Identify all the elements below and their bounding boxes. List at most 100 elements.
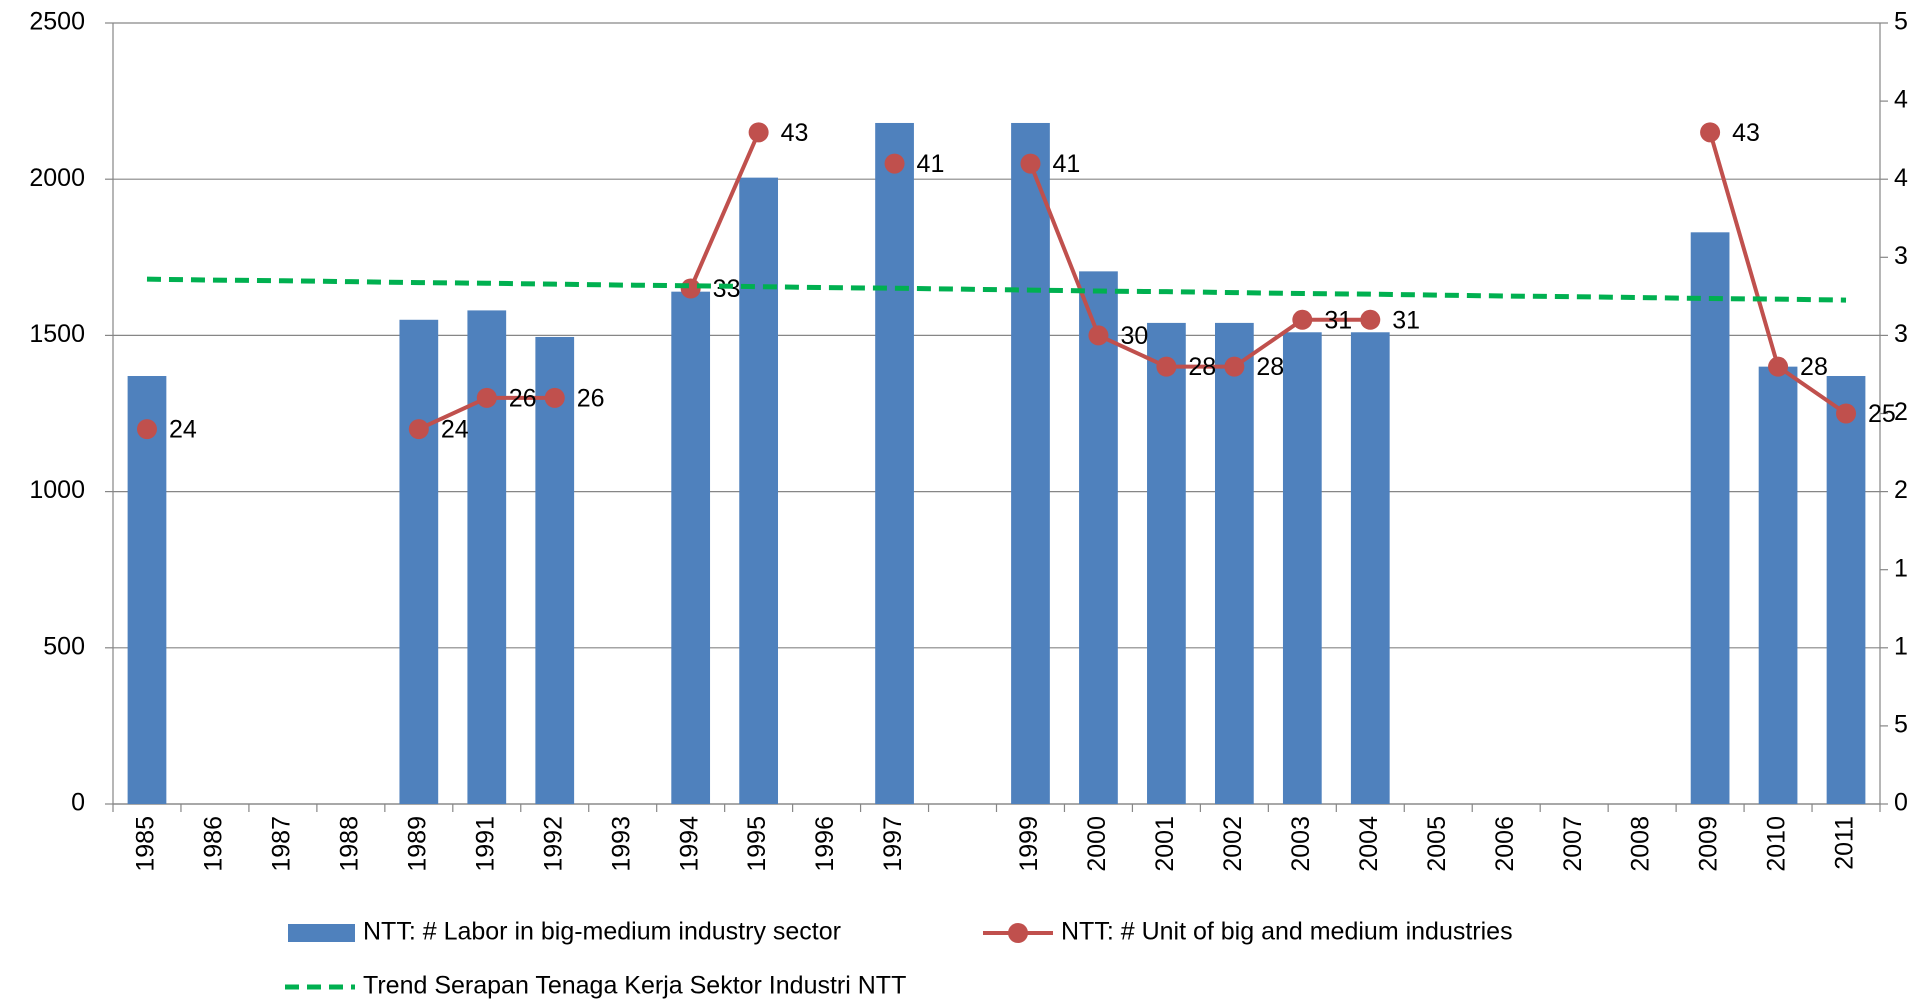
- line-marker: [1156, 356, 1177, 377]
- y2-tick-label: 5: [1894, 8, 1908, 36]
- y2-tick-label: 1: [1894, 632, 1908, 660]
- y2-tick-label: 2: [1894, 398, 1908, 426]
- x-tick-label: 2006: [1491, 816, 1519, 872]
- x-tick-label: 1989: [403, 816, 431, 872]
- data-label: 24: [441, 416, 469, 444]
- x-tick-label: 1986: [200, 816, 228, 872]
- line-marker: [476, 387, 497, 408]
- data-label: 28: [1188, 353, 1216, 381]
- legend-item: Trend Serapan Tenaga Kerja Sektor Indust…: [285, 972, 906, 1000]
- bar: [1147, 322, 1186, 804]
- data-label: 26: [577, 384, 605, 412]
- y2-tick-label: 3: [1894, 320, 1908, 348]
- trend-line: [146, 276, 1847, 303]
- line-marker: [1360, 309, 1381, 330]
- x-tick-label: 1991: [471, 816, 499, 872]
- data-label: 30: [1120, 322, 1148, 350]
- line-marker: [1292, 309, 1313, 330]
- data-label: 26: [509, 384, 537, 412]
- x-tick-label: 1987: [268, 816, 296, 872]
- y2-tick-label: 1: [1894, 554, 1908, 582]
- x-tick-label: 2005: [1423, 816, 1451, 872]
- line-marker: [544, 387, 565, 408]
- line-marker: [748, 122, 769, 143]
- y2-tick-label: 0: [1894, 789, 1908, 817]
- legend-swatch: [288, 924, 355, 942]
- bar: [1690, 232, 1730, 805]
- y-tick-label: 2000: [29, 164, 85, 192]
- x-tick-label: 2000: [1083, 816, 1111, 872]
- x-tick-label: 2008: [1627, 816, 1655, 872]
- y-tick-label: 0: [71, 789, 85, 817]
- legend-marker: [1008, 923, 1028, 943]
- line-marker: [136, 419, 157, 440]
- x-tick-label: 1993: [607, 816, 635, 872]
- x-tick-label: 1996: [811, 816, 839, 872]
- line-marker: [1836, 403, 1857, 424]
- data-label: 24: [169, 416, 197, 444]
- y2-tick-label: 2: [1894, 476, 1908, 504]
- data-label: 43: [781, 119, 809, 147]
- x-tick-label: 2010: [1763, 816, 1791, 872]
- x-tick-label: 2009: [1695, 816, 1723, 872]
- line-marker: [1020, 153, 1041, 174]
- bar: [671, 291, 711, 804]
- x-tick-label: 2007: [1559, 816, 1587, 872]
- data-label: 28: [1256, 353, 1284, 381]
- bar: [875, 122, 914, 804]
- bar: [399, 319, 439, 804]
- y-tick-label: 2500: [29, 8, 85, 36]
- bar: [1758, 366, 1798, 804]
- x-tick-label: 1985: [132, 816, 160, 872]
- x-tick-label: 2003: [1287, 816, 1315, 872]
- line-marker: [1768, 356, 1789, 377]
- line-marker: [1088, 325, 1109, 346]
- y-tick-label: 1500: [29, 320, 85, 348]
- x-tick-label: 1988: [335, 816, 363, 872]
- line-marker: [1224, 356, 1245, 377]
- bar: [1011, 122, 1050, 804]
- x-tick-label: 1992: [539, 816, 567, 872]
- x-tick-label: 2001: [1151, 816, 1179, 872]
- y2-tick-label: 4: [1894, 86, 1908, 114]
- y-tick-label: 1000: [29, 476, 85, 504]
- x-tick-label: 1995: [743, 816, 771, 872]
- data-label: 41: [1052, 150, 1080, 178]
- x-tick-label: 1999: [1015, 816, 1043, 872]
- data-label: 31: [1324, 306, 1352, 334]
- x-tick-label: 2002: [1219, 816, 1247, 872]
- bar: [535, 336, 575, 804]
- data-label: 33: [713, 275, 741, 303]
- data-label: 41: [917, 150, 945, 178]
- line-marker: [884, 153, 905, 174]
- line: [417, 131, 1848, 431]
- legend-item: NTT: # Labor in big-medium industry sect…: [288, 918, 841, 946]
- bar: [1282, 332, 1322, 804]
- data-label: 43: [1732, 119, 1760, 147]
- legend-label: NTT: # Labor in big-medium industry sect…: [363, 918, 841, 946]
- line-marker: [680, 278, 701, 299]
- x-tick-label: 2004: [1355, 816, 1383, 872]
- x-tick-label: 1997: [879, 816, 907, 872]
- y2-tick-label: 3: [1894, 242, 1908, 270]
- y-tick-label: 500: [43, 632, 85, 660]
- data-label: 31: [1392, 306, 1420, 334]
- data-label: 25: [1868, 400, 1896, 428]
- bar: [739, 177, 779, 804]
- bar: [127, 376, 167, 804]
- legend-label: Trend Serapan Tenaga Kerja Sektor Indust…: [363, 972, 906, 1000]
- legend-label: NTT: # Unit of big and medium industries: [1061, 918, 1513, 946]
- line-marker: [408, 419, 429, 440]
- bar: [1214, 322, 1254, 804]
- bar: [467, 310, 507, 804]
- bar: [1350, 332, 1390, 804]
- y2-tick-label: 4: [1894, 164, 1908, 192]
- bar: [1079, 271, 1118, 804]
- legend-item: NTT: # Unit of big and medium industries: [983, 918, 1513, 946]
- line-marker: [1700, 122, 1721, 143]
- y2-tick-label: 5: [1894, 711, 1908, 739]
- x-tick-label: 1994: [675, 816, 703, 872]
- x-tick-label: 2011: [1831, 816, 1859, 870]
- data-label: 28: [1800, 353, 1828, 381]
